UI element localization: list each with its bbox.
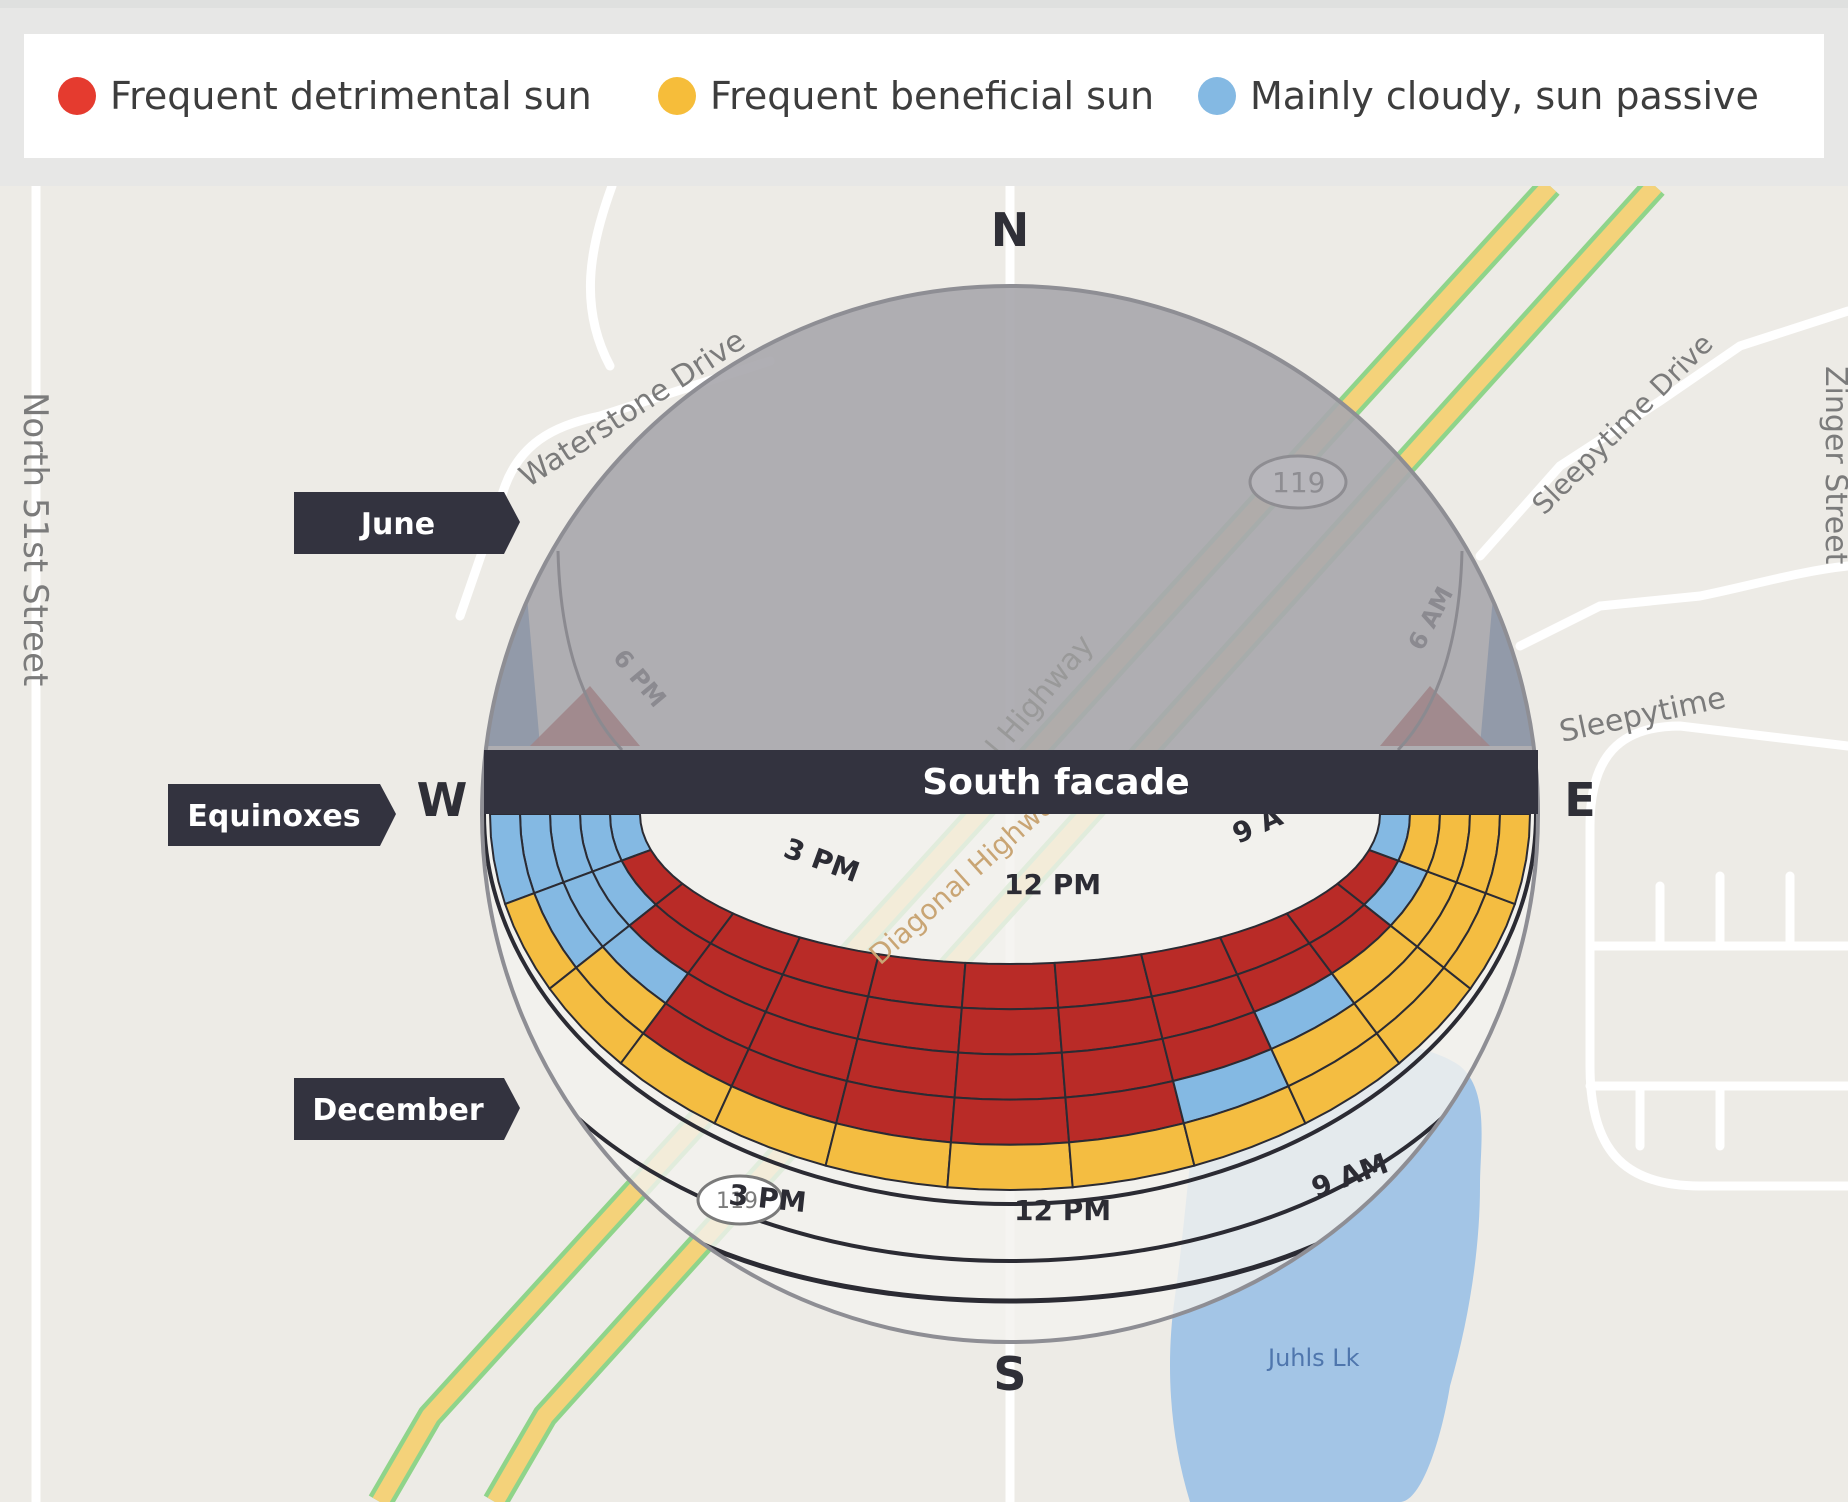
tag-label: Equinoxes <box>187 799 360 834</box>
sun-grid-cell <box>960 961 1060 1011</box>
legend-item-passive: Mainly cloudy, sun passive <box>1198 34 1759 158</box>
legend: Frequent detrimental sun Frequent benefi… <box>24 34 1824 158</box>
tag-label: June <box>359 507 435 542</box>
tag-shape <box>168 784 396 846</box>
sun-grid-cell <box>953 1051 1067 1101</box>
legend-label: Frequent beneficial sun <box>710 74 1155 118</box>
tag-shape <box>294 1078 520 1140</box>
route-shield-label: 119 <box>1272 466 1325 499</box>
sun-grid <box>488 813 1532 1192</box>
june-path-west <box>556 550 624 750</box>
east-label: E <box>1564 773 1595 827</box>
equinox-12pm-label: 12 PM <box>1004 868 1101 901</box>
cloudy-sun-dot-icon <box>1198 77 1236 115</box>
street-label: Zinger Street <box>1818 366 1848 565</box>
tag-label: December <box>312 1093 483 1128</box>
june-shade-east <box>1380 686 1490 746</box>
legend-label: Mainly cloudy, sun passive <box>1250 74 1759 118</box>
december-12pm-label: 12 PM <box>1014 1194 1111 1227</box>
lake-label: Juhls Lk <box>1266 1344 1360 1372</box>
sun-grid-cell <box>957 1006 1063 1056</box>
june-path-east <box>1396 550 1464 750</box>
top-divider <box>0 0 1848 8</box>
tag-shape <box>294 492 520 554</box>
facade-bar <box>484 750 1538 814</box>
highway-shield <box>696 1174 784 1226</box>
sun-grid-cell <box>946 1141 1074 1192</box>
tag-june: June <box>294 492 520 554</box>
sun-grid-cell <box>949 1096 1071 1146</box>
detrimental-sun-dot-icon <box>58 77 96 115</box>
tag-december: December <box>294 1078 520 1140</box>
june-shade-west <box>530 686 640 746</box>
beneficial-sun-dot-icon <box>658 77 696 115</box>
route-shield <box>1248 454 1348 510</box>
west-label: W <box>417 773 468 827</box>
legend-label: Frequent detrimental sun <box>110 74 592 118</box>
legend-item-detrimental: Frequent detrimental sun <box>58 34 592 158</box>
highway-shield-label: 119 <box>716 1189 758 1214</box>
facade-label: South facade <box>922 762 1189 803</box>
tag-equinoxes: Equinoxes <box>168 784 396 846</box>
equinox-outer-arc <box>482 813 1538 1206</box>
north-label: N <box>991 203 1030 257</box>
legend-item-beneficial: Frequent beneficial sun <box>658 34 1154 158</box>
december-3pm-label: 3 PM <box>727 1178 808 1219</box>
south-label: S <box>993 1347 1026 1401</box>
street-label: North 51st Street <box>15 392 55 686</box>
sun-path-map: North 51st Street Waterstone Drive Sleep… <box>0 186 1848 1502</box>
